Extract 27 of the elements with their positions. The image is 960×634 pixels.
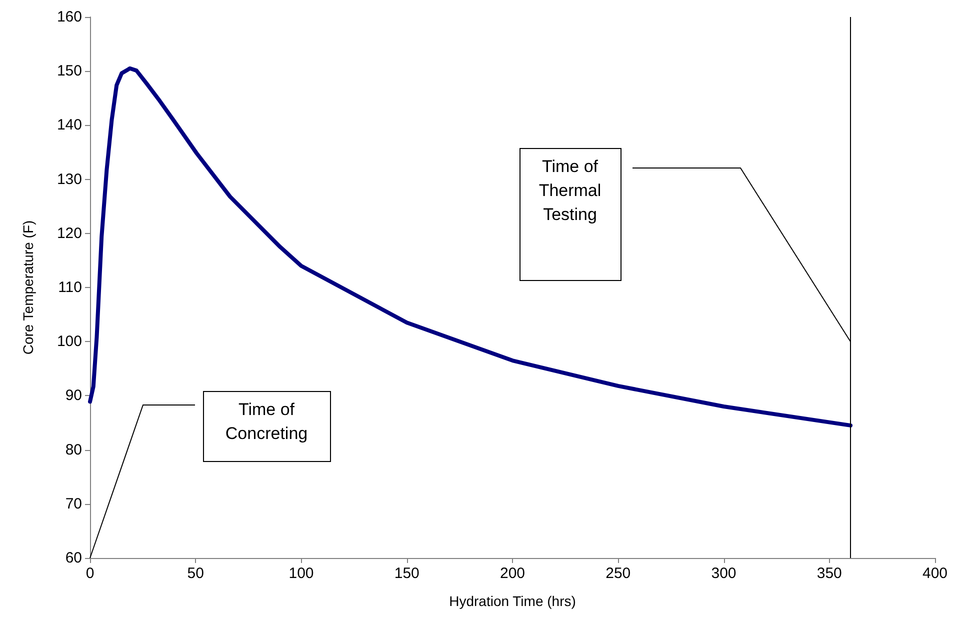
x-tick-label: 350 — [816, 565, 842, 582]
y-tick-label: 110 — [58, 279, 82, 296]
x-tick-label: 100 — [288, 565, 314, 582]
y-tick-label: 90 — [65, 387, 82, 404]
y-tick-label: 140 — [56, 116, 82, 134]
x-tick-label: 0 — [86, 565, 94, 582]
x-tick-label: 200 — [500, 565, 526, 582]
x-tick-label: 300 — [711, 565, 736, 582]
callout: Time of Concreting — [90, 391, 331, 558]
x-tick-label: 400 — [922, 565, 948, 582]
y-tick-label: 80 — [65, 441, 82, 458]
y-tick-label: 120 — [56, 224, 82, 242]
y-tick-label: 130 — [56, 170, 82, 188]
y-axis-title: Core Temperature (F) — [20, 220, 36, 355]
y-tick-label: 150 — [56, 62, 82, 80]
annotation: Time of Concreting — [225, 400, 308, 443]
x-tick-label: 50 — [187, 565, 204, 582]
x-tick-label: 250 — [606, 565, 631, 582]
y-tick-label: 100 — [56, 333, 82, 350]
annotation: Time of Thermal Testing — [538, 157, 602, 224]
x-axis-title: Hydration Time (hrs) — [449, 593, 576, 609]
y-tick-label: 160 — [56, 8, 82, 26]
y-tick-label: 70 — [65, 495, 82, 512]
callout: Time of Thermal Testing — [520, 148, 851, 342]
y-tick-label: 60 — [65, 550, 82, 566]
x-tick-label: 150 — [394, 565, 420, 582]
line-series — [88, 66, 852, 428]
